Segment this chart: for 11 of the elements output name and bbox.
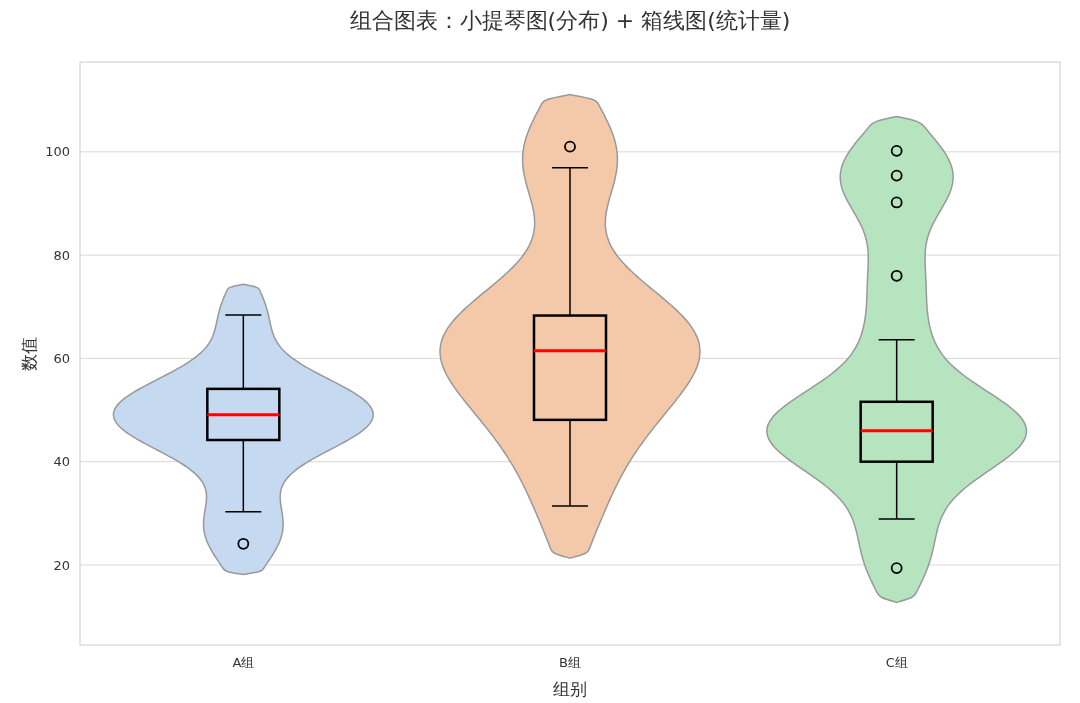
x-tick-label: C组 xyxy=(885,655,908,670)
y-tick-label: 100 xyxy=(45,144,70,160)
x-axis-title: 组别 xyxy=(553,679,587,699)
y-tick-label: 80 xyxy=(53,247,70,263)
y-tick-label: 40 xyxy=(53,454,70,470)
y-tick-label: 20 xyxy=(53,557,70,573)
y-tick-label: 60 xyxy=(53,350,70,366)
x-tick-label: B组 xyxy=(559,655,581,670)
x-tick-label: A组 xyxy=(232,655,255,670)
chart-title: 组合图表：小提琴图(分布) + 箱线图(统计量) xyxy=(349,8,791,33)
y-axis-title: 数值 xyxy=(19,336,39,371)
